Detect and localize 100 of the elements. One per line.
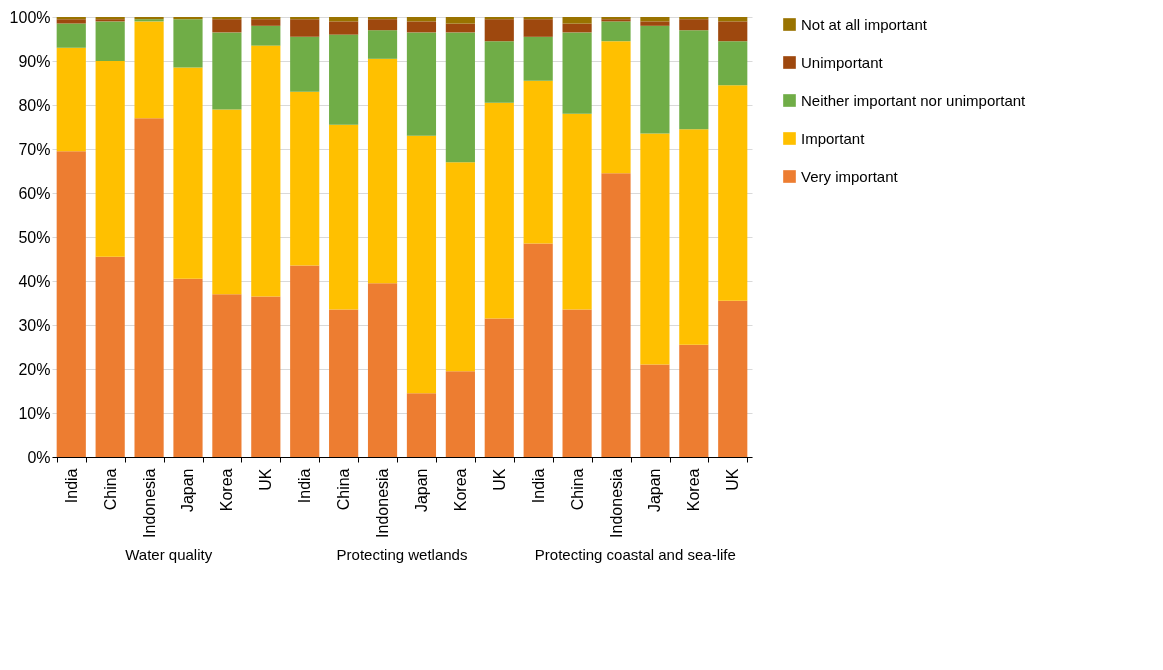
bar — [367, 17, 398, 20]
bar — [56, 23, 86, 48]
bar — [406, 32, 437, 136]
bar — [562, 23, 592, 33]
bar — [212, 17, 242, 20]
bar — [56, 17, 86, 20]
bar — [134, 21, 164, 119]
y-tick-label: 80% — [18, 96, 51, 114]
x-tick-label: Japan — [646, 468, 664, 513]
legend-label: Neither important nor unimportant — [801, 91, 1027, 109]
bar — [56, 47, 86, 152]
x-tick-label: UK — [257, 468, 275, 491]
bar — [95, 256, 125, 457]
bar — [173, 278, 203, 457]
bar — [601, 21, 631, 42]
x-tick-label: China — [335, 468, 353, 511]
bar — [601, 41, 631, 174]
bar — [212, 19, 242, 33]
bar — [95, 61, 125, 257]
x-tick-label: China — [101, 468, 119, 511]
legend-label: Unimportant — [801, 53, 884, 71]
bar — [484, 17, 514, 20]
bar — [601, 173, 631, 457]
bar — [640, 25, 670, 134]
bar — [329, 17, 359, 22]
x-tick-label: India — [62, 468, 80, 504]
bar — [56, 19, 86, 24]
bar — [367, 283, 398, 457]
bar — [173, 19, 203, 68]
bar — [640, 21, 670, 26]
bar — [329, 124, 359, 310]
x-tick-label: Indonesia — [607, 468, 625, 538]
bar — [445, 32, 475, 163]
bar — [523, 243, 553, 457]
x-tick-label: Korea — [218, 468, 236, 512]
y-tick-label: 10% — [18, 404, 51, 422]
bar — [679, 344, 709, 457]
bar — [251, 45, 281, 297]
bar — [251, 296, 281, 457]
bar — [251, 17, 281, 20]
bar — [523, 19, 553, 37]
bar — [562, 32, 592, 114]
y-tick-label: 50% — [18, 228, 51, 246]
bar — [134, 118, 164, 457]
bar — [718, 300, 748, 457]
bar — [523, 36, 553, 81]
x-tick-label: Korea — [451, 468, 469, 512]
bar — [406, 21, 437, 33]
legend-label: Important — [801, 129, 866, 147]
bar — [445, 371, 475, 457]
x-tick-label: India — [529, 468, 547, 504]
x-tick-label: Korea — [685, 468, 703, 512]
bar — [173, 17, 203, 20]
x-tick-label: Japan — [412, 468, 430, 513]
bar — [562, 17, 592, 24]
bar — [679, 17, 709, 20]
bar — [640, 133, 670, 365]
bar — [329, 21, 359, 35]
bar — [718, 21, 748, 42]
legend-label: Very important — [801, 167, 899, 185]
bar — [367, 30, 398, 59]
y-tick-label: 60% — [18, 184, 51, 202]
y-tick-label: 30% — [18, 316, 51, 334]
bar — [679, 19, 709, 31]
bar — [445, 23, 475, 33]
text: Water quality — [125, 546, 213, 563]
bar — [718, 85, 748, 301]
bar — [679, 30, 709, 130]
bar — [718, 17, 748, 22]
y-tick-label: 90% — [18, 52, 51, 70]
bar — [251, 19, 281, 26]
bar — [56, 151, 86, 457]
bar — [484, 318, 514, 457]
y-tick-label: 70% — [18, 140, 51, 158]
bar — [523, 80, 553, 244]
bar — [367, 58, 398, 284]
bar — [367, 19, 398, 31]
bar — [290, 91, 320, 266]
bar — [679, 129, 709, 345]
bar — [484, 19, 514, 42]
bar — [329, 309, 359, 457]
x-tick-label: Indonesia — [140, 468, 158, 538]
bar — [290, 17, 320, 20]
bar — [251, 25, 281, 46]
bar — [212, 32, 242, 110]
bar — [484, 41, 514, 103]
bar — [212, 294, 242, 457]
bar — [406, 17, 437, 22]
x-tick-label: Indonesia — [374, 468, 392, 538]
bar — [173, 67, 203, 279]
x-tick-label: China — [568, 468, 586, 511]
bar — [640, 17, 670, 22]
bar — [445, 17, 475, 24]
x-tick-label: India — [296, 468, 314, 504]
x-tick-label: UK — [490, 468, 508, 491]
x-tick-label: Japan — [179, 468, 197, 513]
bar — [406, 393, 437, 457]
y-tick-label: 20% — [18, 360, 51, 378]
text: Protecting wetlands — [336, 546, 468, 563]
x-tick-label: UK — [724, 468, 742, 491]
